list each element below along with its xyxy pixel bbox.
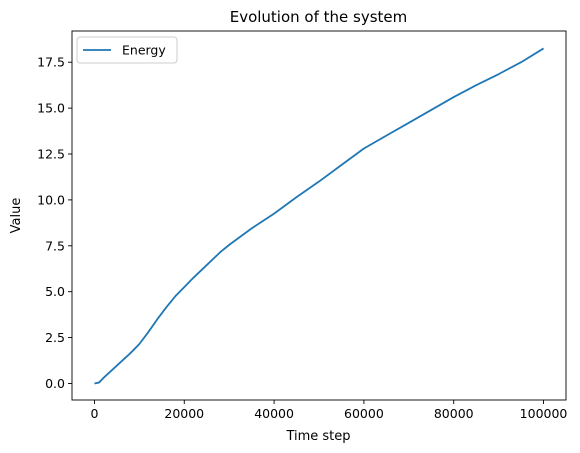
y-tick-label: 10.0 [37,192,65,207]
x-tick-label: 20000 [164,406,204,421]
legend-box [76,36,178,64]
y-tick-label: 12.5 [37,147,65,162]
y-axis-label: Value [9,198,24,234]
y-tick-label: 17.5 [37,55,65,70]
chart-title: Evolution of the system [230,8,408,26]
y-tick-label: 2.5 [45,330,65,345]
y-tick-label: 7.5 [45,238,65,253]
plot-frame [71,30,567,401]
x-tick-label: 60000 [344,406,384,421]
x-tick-label: 100000 [520,406,568,421]
x-tick-label: 0 [90,406,98,421]
x-axis-label: Time step [285,429,350,444]
x-tick-label: 40000 [254,406,294,421]
y-tick-label: 15.0 [37,101,65,116]
plot-area: 0 20000 40000 60000 80000 100000 0.0 2.5 5.0 7.5 1… [37,30,568,421]
y-tick-label: 0.0 [45,376,65,391]
series-line-energy [94,47,545,385]
x-tick-label: 80000 [434,406,474,421]
legend: Energy [76,36,178,64]
y-tick-label: 5.0 [45,284,65,299]
legend-label-energy: Energy [122,43,166,58]
